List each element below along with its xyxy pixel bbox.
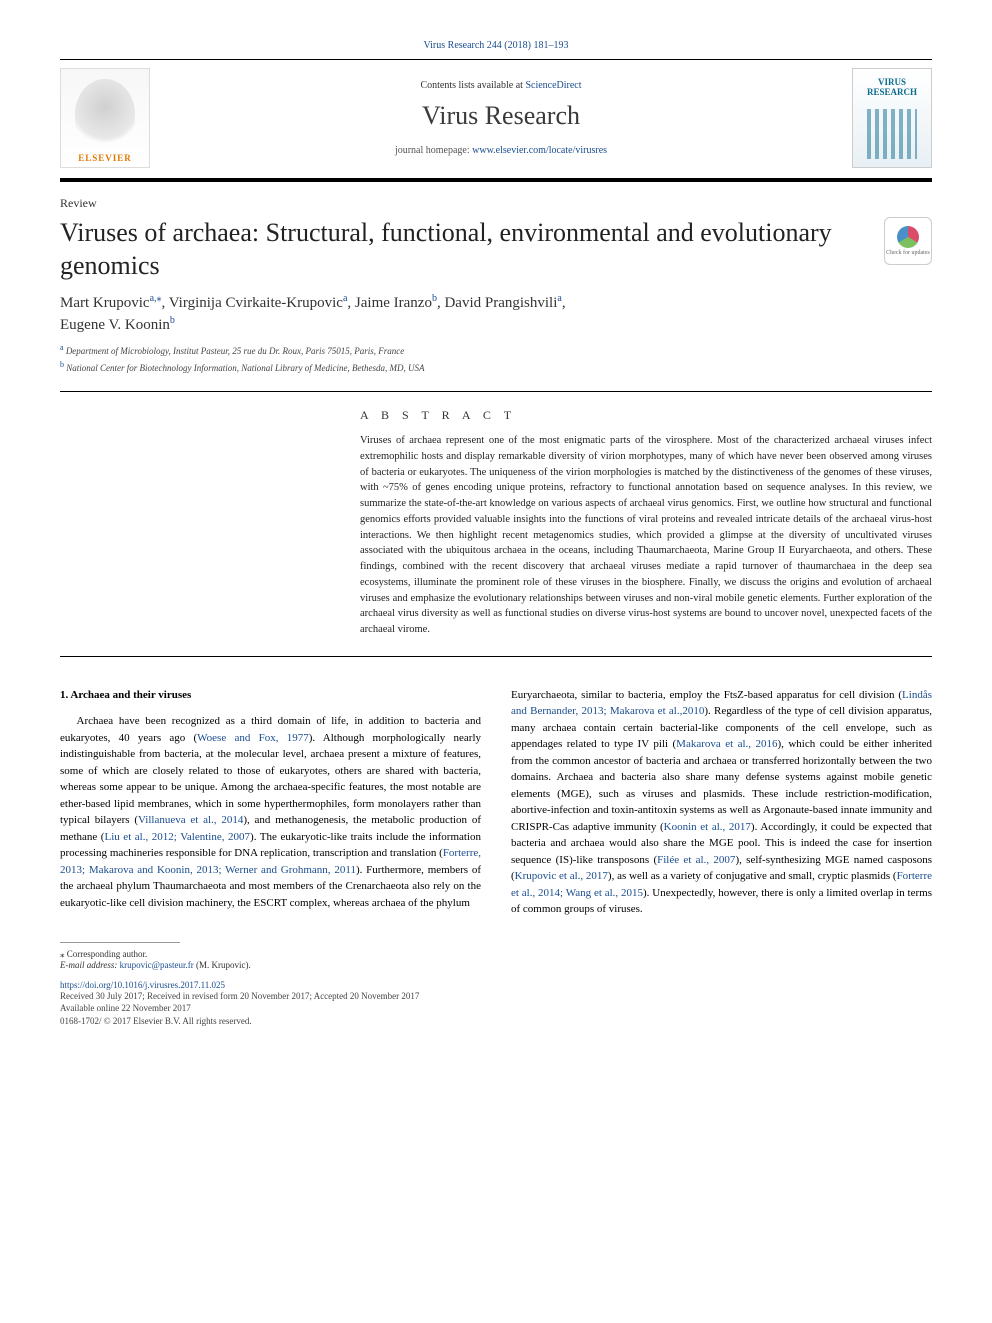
citation[interactable]: Koonin et al., 2017	[664, 821, 751, 833]
abstract-block: A B S T R A C T Viruses of archaea repre…	[360, 408, 932, 638]
citation[interactable]: Krupovic et al., 2017	[515, 870, 608, 882]
body-column-left: 1. Archaea and their viruses Archaea hav…	[60, 687, 481, 918]
contents-text: Contents lists available at	[420, 80, 525, 91]
check-updates-badge[interactable]: Check for updates	[884, 217, 932, 265]
author-aff-1: a,	[150, 293, 157, 304]
text: ). Although morphologically nearly indis…	[60, 732, 481, 827]
contents-line: Contents lists available at ScienceDirec…	[150, 80, 852, 91]
authors: Mart Krupovica,⁎, Virginija Cvirkaite-Kr…	[60, 292, 932, 336]
text: ), as well as a variety of conjugative a…	[608, 870, 897, 882]
header-rule	[60, 178, 932, 182]
homepage-text: journal homepage:	[395, 145, 472, 156]
body-column-right: Euryarchaeota, similar to bacteria, empl…	[511, 687, 932, 918]
cover-title-2: RESEARCH	[867, 87, 917, 97]
corresponding-author: ⁎ Corresponding author. E-mail address: …	[60, 949, 932, 970]
homepage-link[interactable]: www.elsevier.com/locate/virusres	[472, 145, 607, 156]
body-para-2: Euryarchaeota, similar to bacteria, empl…	[511, 687, 932, 918]
journal-name: Virus Research	[150, 101, 852, 131]
publisher-name: ELSEVIER	[78, 153, 132, 163]
available-online: Available online 22 November 2017	[60, 1002, 932, 1015]
homepage-line: journal homepage: www.elsevier.com/locat…	[150, 145, 852, 156]
aff-text-a: Department of Microbiology, Institut Pas…	[64, 346, 405, 356]
affiliations: a Department of Microbiology, Institut P…	[60, 342, 932, 375]
citation[interactable]: Liu et al., 2012; Valentine, 2007	[104, 831, 250, 843]
author-aff-5: b	[170, 315, 175, 326]
elsevier-tree-icon	[75, 79, 135, 149]
top-citation: Virus Research 244 (2018) 181–193	[60, 40, 932, 51]
doi-link[interactable]: https://doi.org/10.1016/j.virusres.2017.…	[60, 980, 932, 990]
author-name-3: , Jaime Iranzo	[347, 295, 432, 311]
text: Euryarchaeota, similar to bacteria, empl…	[511, 689, 902, 701]
sciencedirect-link[interactable]: ScienceDirect	[525, 80, 581, 91]
email-link[interactable]: krupovic@pasteur.fr	[120, 960, 194, 970]
footer-rule	[60, 942, 180, 943]
author-name-1: Mart Krupovic	[60, 295, 150, 311]
copyright: 0168-1702/ © 2017 Elsevier B.V. All righ…	[60, 1015, 932, 1028]
publication-dates: Received 30 July 2017; Received in revis…	[60, 990, 932, 1003]
article-title: Viruses of archaea: Structural, function…	[60, 217, 868, 282]
citation[interactable]: Filée et al., 2007	[657, 854, 735, 866]
text: ), which could be either inherited from …	[511, 738, 932, 833]
body-columns: 1. Archaea and their viruses Archaea hav…	[60, 687, 932, 918]
journal-cover: VIRUS RESEARCH	[852, 68, 932, 168]
elsevier-logo: ELSEVIER	[60, 68, 150, 168]
section-1-heading: 1. Archaea and their viruses	[60, 687, 481, 704]
check-updates-label: Check for updates	[886, 250, 930, 256]
author-aff-4: a	[557, 293, 561, 304]
journal-header: ELSEVIER Contents lists available at Sci…	[60, 59, 932, 176]
author-name-5: Eugene V. Koonin	[60, 317, 170, 333]
abstract-heading: A B S T R A C T	[360, 408, 932, 423]
cover-graphic	[867, 109, 917, 159]
citation[interactable]: Woese and Fox, 1977	[197, 732, 309, 744]
abstract-text: Viruses of archaea represent one of the …	[360, 433, 932, 638]
email-suffix: (M. Krupovic).	[194, 960, 251, 970]
author-name-4: , David Prangishvili	[437, 295, 557, 311]
aff-text-b: National Center for Biotechnology Inform…	[64, 363, 424, 373]
author-name-2: , Virginija Cvirkaite-Krupovic	[162, 295, 343, 311]
crossmark-icon	[897, 226, 919, 248]
abstract-rule-top	[60, 391, 932, 392]
citation[interactable]: Villanueva et al., 2014	[138, 814, 243, 826]
citation[interactable]: Makarova et al., 2016	[676, 738, 777, 750]
abstract-rule-bottom	[60, 656, 932, 657]
cover-title-1: VIRUS	[878, 77, 906, 87]
corr-text: Corresponding author.	[65, 949, 148, 959]
article-type: Review	[60, 196, 932, 211]
email-label: E-mail address:	[60, 960, 120, 970]
body-para-1: Archaea have been recognized as a third …	[60, 713, 481, 911]
